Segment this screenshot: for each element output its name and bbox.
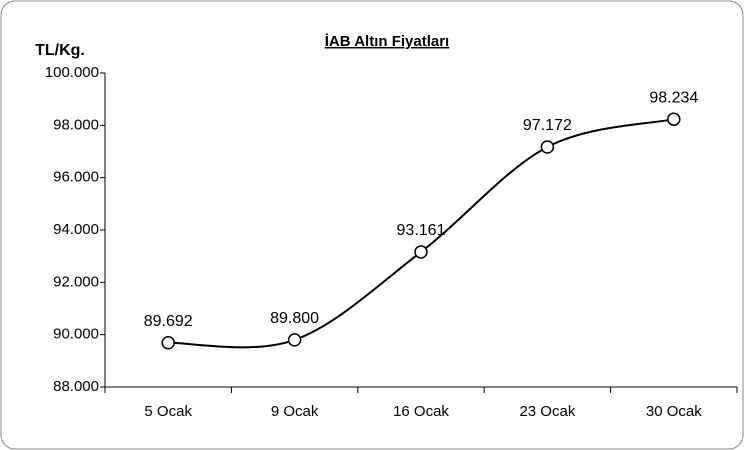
y-tick-label: 98.000: [53, 116, 99, 133]
y-tick-label: 88.000: [53, 378, 99, 395]
y-tick-label: 90.000: [53, 326, 99, 343]
data-label: 89.692: [144, 313, 193, 330]
x-tick-label: 30 Ocak: [646, 403, 702, 420]
point-marker: [667, 112, 681, 126]
data-label: 93.161: [397, 222, 446, 239]
y-axis-label: TL/Kg.: [35, 42, 85, 59]
x-tick-label: 5 Ocak: [144, 403, 192, 420]
y-tick-label: 100.000: [45, 64, 99, 81]
x-tick-label: 9 Ocak: [271, 403, 319, 420]
x-tick-label: 23 Ocak: [519, 403, 575, 420]
point-marker: [287, 333, 302, 347]
x-tick-label: 16 Ocak: [393, 403, 449, 420]
data-label: 98.234: [649, 89, 698, 106]
point-marker: [414, 245, 428, 259]
y-tick-label: 92.000: [53, 273, 99, 290]
point-marker: [540, 140, 555, 154]
data-label: 89.800: [270, 310, 319, 327]
chart-title: İAB Altın Fiyatları: [325, 33, 449, 50]
data-label: 97.172: [523, 117, 572, 134]
y-tick-label: 96.000: [53, 169, 99, 186]
y-tick-label: 94.000: [53, 221, 99, 238]
point-marker: [161, 335, 175, 350]
